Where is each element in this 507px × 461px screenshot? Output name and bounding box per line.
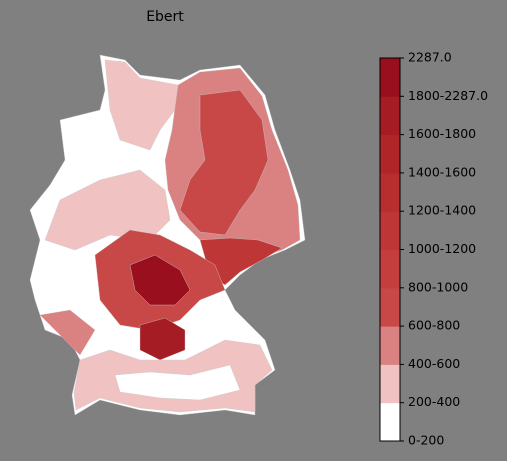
region-east-dark xyxy=(179,89,269,236)
colorbar-label: 2287.0 xyxy=(408,50,452,65)
colorbar-label: 400-600 xyxy=(408,356,460,371)
colorbar-label: 800-1000 xyxy=(408,279,468,294)
colorbar-band xyxy=(380,96,400,136)
colorbar-band xyxy=(380,249,400,289)
colorbar-band xyxy=(380,326,400,365)
region-franconia xyxy=(139,317,186,361)
region-north-pink xyxy=(104,59,179,151)
colorbar-label: 200-400 xyxy=(408,394,460,409)
colorbar-band xyxy=(380,172,400,212)
colorbar-band xyxy=(380,134,400,174)
colorbar-label: 600-800 xyxy=(408,318,460,333)
colorbar-band xyxy=(380,364,400,404)
germany-map xyxy=(29,54,306,416)
colorbar-band xyxy=(380,58,400,97)
colorbar-label: 1800-2287.0 xyxy=(408,88,488,103)
colorbar-band xyxy=(380,402,400,442)
map-title: Ebert xyxy=(146,9,184,25)
colorbar-label: 1000-1200 xyxy=(408,241,476,256)
region-south-white xyxy=(114,364,241,401)
colorbar-band xyxy=(380,287,400,327)
colorbar-label: 1200-1400 xyxy=(408,203,476,218)
colorbar-label: 1400-1600 xyxy=(408,164,476,179)
colorbar-band xyxy=(380,211,400,250)
region-centre-pink xyxy=(44,169,171,251)
colorbar: 0-200 200-400 400-600 600-800 800-1000 1000-1… xyxy=(379,50,488,448)
region-southwest xyxy=(39,309,96,356)
colorbar-label: 1600-1800 xyxy=(408,126,476,141)
colorbar-label: 0-200 xyxy=(408,433,444,448)
region-core-dark xyxy=(129,254,191,306)
